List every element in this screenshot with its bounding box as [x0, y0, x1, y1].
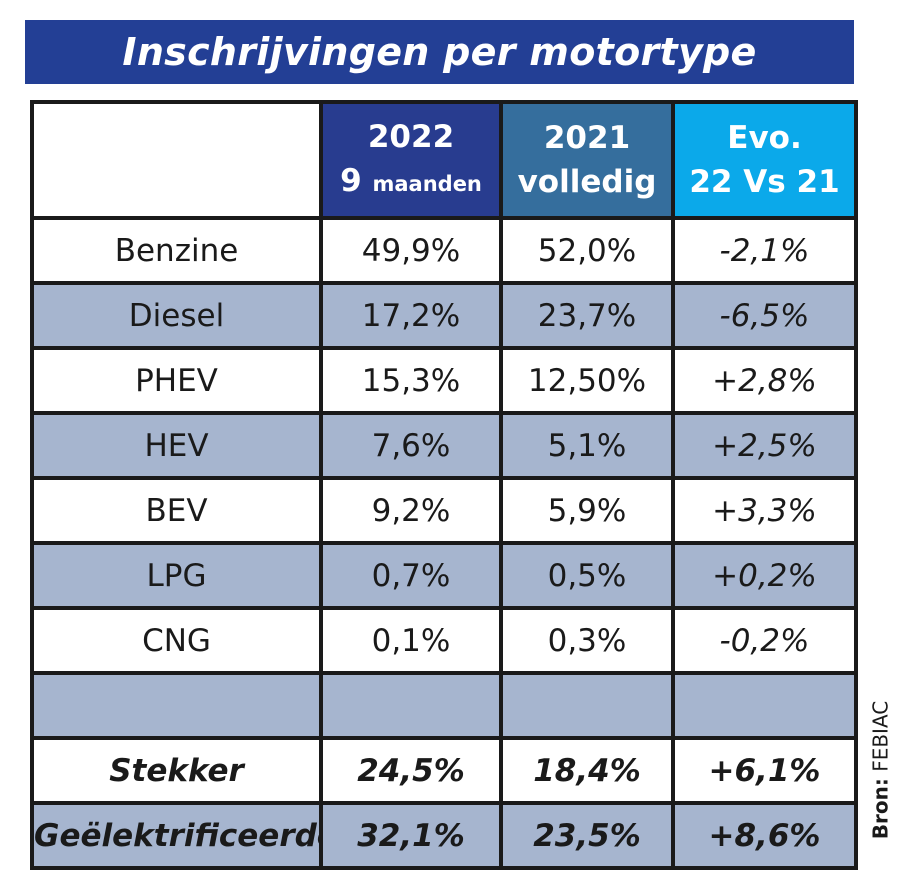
evolution-cell: +3,3% [671, 476, 858, 545]
value-2022-cell: 49,9% [319, 216, 503, 285]
column-header-2022-months-label: maanden [372, 171, 482, 196]
value-2022-cell: 9,2% [319, 476, 503, 545]
registrations-table: 2022 9 maanden 2021 volledig Evo. 22 Vs … [30, 100, 858, 870]
table-row: BEV 9,2% 5,9% +3,3% [30, 476, 858, 545]
row-label-cell: LPG [30, 541, 323, 610]
row-label-cell: Geëlektrificeerde [30, 801, 323, 870]
table-row: Stekker 24,5% 18,4% +6,1% [30, 736, 858, 805]
value-2021-cell: 5,1% [499, 411, 675, 480]
row-label-cell: BEV [30, 476, 323, 545]
table-row: PHEV 15,3% 12,50% +2,8% [30, 346, 858, 415]
value-2021-cell: 12,50% [499, 346, 675, 415]
column-header-2021-year: 2021 [543, 120, 631, 156]
evolution-cell: +2,5% [671, 411, 858, 480]
row-label-cell: Stekker [30, 736, 323, 805]
evolution-cell: -6,5% [671, 281, 858, 350]
source-name: FEBIAC [868, 700, 893, 772]
row-label-cell [30, 671, 323, 740]
column-header-evolution: Evo. 22 Vs 21 [671, 100, 858, 220]
row-label-cell: PHEV [30, 346, 323, 415]
table-row: HEV 7,6% 5,1% +2,5% [30, 411, 858, 480]
evolution-cell: +6,1% [671, 736, 858, 805]
row-label-cell: HEV [30, 411, 323, 480]
column-header-2022-year: 2022 [367, 118, 455, 155]
value-2021-cell: 23,5% [499, 801, 675, 870]
table-row: Benzine 49,9% 52,0% -2,1% [30, 216, 858, 285]
value-2021-cell: 18,4% [499, 736, 675, 805]
value-2021-cell [499, 671, 675, 740]
table-row: LPG 0,7% 0,5% +0,2% [30, 541, 858, 610]
value-2022-cell: 15,3% [319, 346, 503, 415]
table-row: Geëlektrificeerde 32,1% 23,5% +8,6% [30, 801, 858, 870]
value-2022-cell: 7,6% [319, 411, 503, 480]
value-2021-cell: 5,9% [499, 476, 675, 545]
value-2022-cell: 0,7% [319, 541, 503, 610]
source-label: Bron: [868, 778, 893, 840]
value-2022-cell: 24,5% [319, 736, 503, 805]
page-title: Inschrijvingen per motortype [25, 20, 854, 84]
column-header-2022-period: 9 maanden [325, 159, 497, 206]
value-2022-cell: 17,2% [319, 281, 503, 350]
source-credit: Bron: FEBIAC [860, 680, 900, 860]
value-2021-cell: 0,3% [499, 606, 675, 675]
value-2022-cell [319, 671, 503, 740]
value-2021-cell: 0,5% [499, 541, 675, 610]
column-header-evolution-title: Evo. [727, 120, 802, 156]
value-2022-cell: 0,1% [319, 606, 503, 675]
evolution-cell: +0,2% [671, 541, 858, 610]
evolution-cell: +2,8% [671, 346, 858, 415]
column-header-2022-months-count: 9 [340, 162, 362, 199]
table-row [30, 671, 858, 740]
row-label-cell: Benzine [30, 216, 323, 285]
value-2021-cell: 52,0% [499, 216, 675, 285]
column-header-2022: 2022 9 maanden [319, 100, 503, 220]
evolution-cell: -2,1% [671, 216, 858, 285]
row-label-cell: CNG [30, 606, 323, 675]
column-header-2021-period: volledig [517, 164, 657, 200]
evolution-cell [671, 671, 858, 740]
table-row: Diesel 17,2% 23,7% -6,5% [30, 281, 858, 350]
column-header-evolution-subtitle: 22 Vs 21 [689, 164, 840, 200]
evolution-cell: +8,6% [671, 801, 858, 870]
value-2021-cell: 23,7% [499, 281, 675, 350]
table-row: CNG 0,1% 0,3% -0,2% [30, 606, 858, 675]
row-label-cell: Diesel [30, 281, 323, 350]
value-2022-cell: 32,1% [319, 801, 503, 870]
evolution-cell: -0,2% [671, 606, 858, 675]
header-corner-cell [30, 100, 323, 220]
header-row: 2022 9 maanden 2021 volledig Evo. 22 Vs … [30, 100, 858, 220]
column-header-2021: 2021 volledig [499, 100, 675, 220]
